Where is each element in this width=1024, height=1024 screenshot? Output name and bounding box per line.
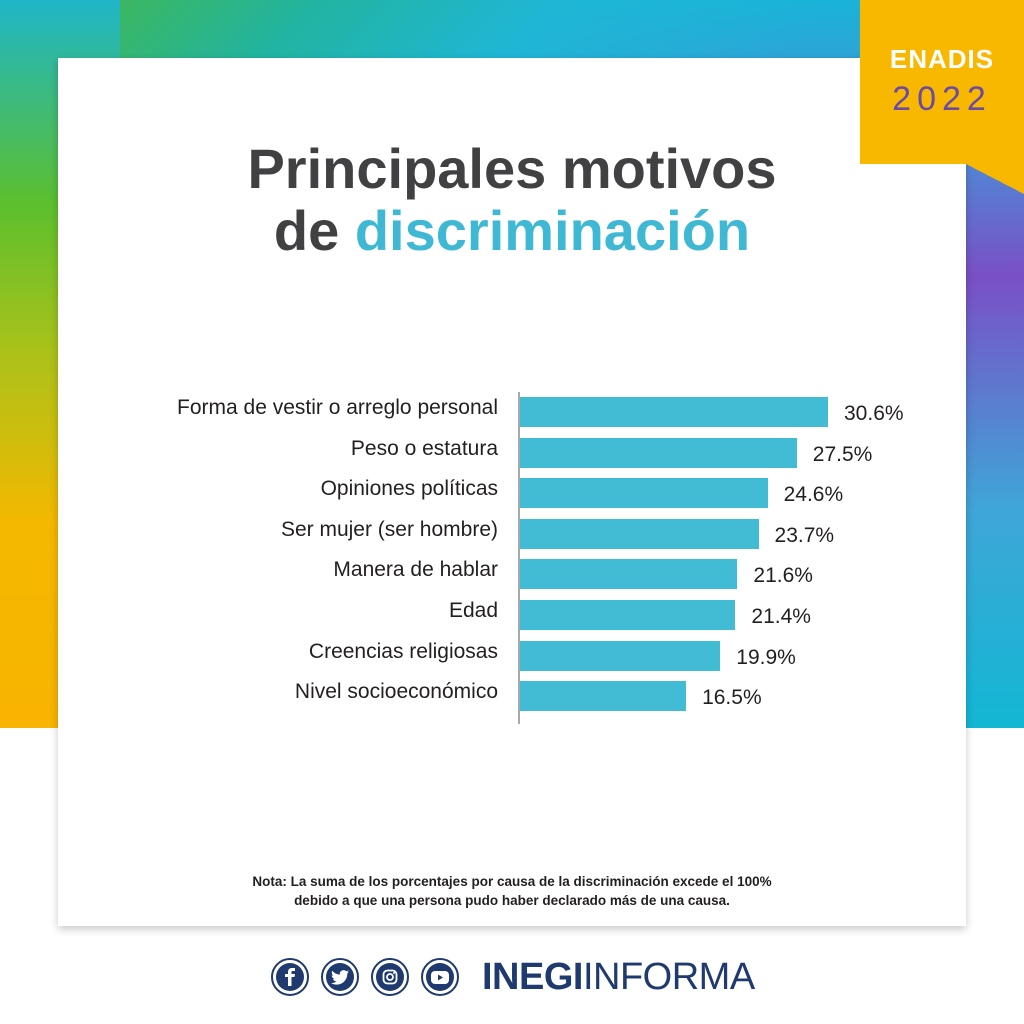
brand-informa: INFORMA [582,956,755,998]
twitter-button[interactable] [321,958,359,996]
chart-axis-line [518,392,520,724]
value-label: 21.4% [751,605,811,628]
youtube-icon [426,963,454,991]
bar [520,640,721,671]
category-label: Forma de vestir o arreglo personal [177,396,498,419]
title-line-1: Principales motivos [247,137,777,200]
category-label: Manera de hablar [333,558,498,582]
page-title: Principales motivos de discriminación [58,138,966,262]
instagram-button[interactable] [371,958,409,996]
title-line-2: de discriminación [58,200,966,262]
footer: INEGIINFORMA [0,952,1024,1002]
instagram-icon [376,963,404,991]
category-label: Opiniones políticas [320,477,498,501]
twitter-icon [326,963,354,991]
bar [520,518,759,549]
category-label: Creencias religiosas [308,639,498,663]
value-label: 16.5% [702,686,762,710]
bar [520,397,828,427]
badge-fold [966,164,1024,194]
value-label: 30.6% [844,402,904,425]
facebook-button[interactable] [271,958,309,996]
value-label: 19.9% [736,645,796,669]
content-card [58,58,966,926]
title-accent: discriminación [354,199,751,262]
value-label: 23.7% [774,523,835,547]
value-label: 21.6% [753,564,813,588]
badge-title: ENADIS [889,44,995,74]
bar [520,559,738,590]
youtube-button[interactable] [421,958,459,996]
category-label: Edad [448,599,498,622]
footnote-line-2: debido a que una persona pudo haber decl… [294,893,730,908]
footnote-line-1: Nota: La suma de los porcentajes por cau… [252,874,772,889]
title-line-2-prefix: de [273,199,355,262]
inegi-informa-logo[interactable]: INEGIINFORMA [482,956,755,999]
facebook-icon [276,963,304,991]
bar [520,600,736,630]
badge-year: 2022 [892,80,992,118]
bar [520,437,797,468]
value-label: 27.5% [812,442,873,466]
bar [520,681,687,712]
brand-inegi: INEGI [482,956,583,998]
category-label: Nivel socioeconómico [294,680,498,704]
category-label: Ser mujer (ser hombre) [280,517,498,541]
category-label: Peso o estatura [350,436,498,460]
value-label: 24.6% [783,483,844,507]
enadis-badge [860,0,1024,164]
footnote: Nota: La suma de los porcentajes por cau… [58,872,966,910]
bar [520,478,768,509]
